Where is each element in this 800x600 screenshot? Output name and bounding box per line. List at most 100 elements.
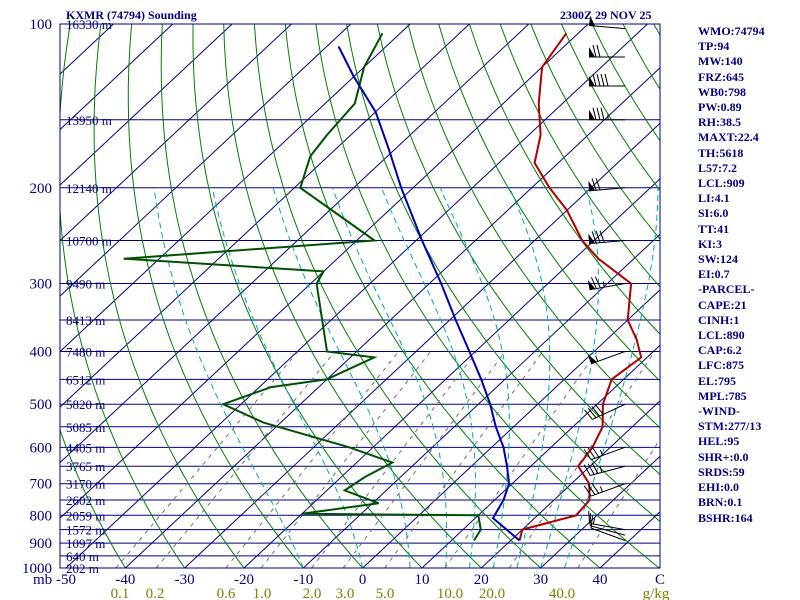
temperature-tick-label: -10 — [293, 572, 313, 588]
height-label: 4405 m — [66, 440, 105, 455]
index-item: EHI:0.0 — [698, 480, 740, 495]
wind-barb — [589, 15, 626, 30]
dry-adiabat — [376, 24, 660, 476]
index-item: SI:6.0 — [698, 206, 729, 221]
index-item: TP:94 — [698, 39, 730, 54]
wind-barb — [583, 446, 626, 461]
index-item: SRDS:59 — [698, 464, 745, 479]
background-lines — [60, 24, 800, 568]
index-item: MW:140 — [698, 54, 743, 69]
mixing-ratio-line — [577, 438, 660, 568]
isotherm-line — [243, 178, 660, 568]
index-item: HEL:95 — [698, 434, 740, 449]
index-item: LI:4.1 — [698, 191, 730, 206]
pressure-tick-label: 700 — [30, 477, 53, 493]
index-item: SHR+:0.0 — [698, 449, 749, 464]
pressure-tick-label: 900 — [30, 536, 53, 552]
mixing-ratio-tick-label: g/kg — [643, 586, 670, 600]
height-label: 10700 m — [66, 233, 112, 248]
mixing-ratio-tick-label: 2.0 — [303, 586, 322, 600]
moist-adiabat — [211, 187, 364, 568]
pressure-tick-label: 100 — [30, 17, 53, 33]
wind-barb — [590, 515, 626, 541]
height-label: 1097 m — [66, 536, 105, 551]
moist-adiabat — [153, 187, 304, 568]
isotherm-line — [65, 24, 648, 568]
isotherm-line — [60, 24, 174, 131]
mixing-ratio-tick-label: 5.0 — [376, 586, 395, 600]
index-item: WB0:798 — [698, 84, 746, 99]
dry-adiabat — [60, 24, 186, 568]
pressure-tick-label: 600 — [30, 440, 53, 456]
index-item: LCL:890 — [698, 328, 745, 343]
index-item: LFC:875 — [698, 358, 744, 373]
index-item: BSHR:164 — [698, 510, 753, 525]
dewpoint-trace — [123, 32, 482, 542]
wind-barb — [587, 276, 626, 291]
index-item: SW:124 — [698, 252, 739, 267]
isotherm-line — [124, 67, 660, 568]
height-label: 3765 m — [66, 459, 105, 474]
wind-barb — [583, 482, 626, 497]
isotherm-line — [60, 24, 411, 353]
dry-adiabat — [315, 24, 660, 568]
height-label: 2059 m — [66, 508, 105, 523]
dry-adiabat — [93, 24, 245, 568]
height-label: 12140 m — [66, 181, 112, 196]
wind-barb — [589, 44, 625, 58]
isotherm-line — [60, 24, 470, 408]
isotherm-line — [60, 24, 530, 464]
mixing-ratio-tick-label: 0.2 — [146, 586, 165, 600]
temperature-tick-label: -40 — [115, 572, 135, 588]
temperature-tick-label: 40 — [592, 572, 607, 588]
temperature-tick-label: C — [655, 572, 665, 588]
wind-barb — [587, 351, 626, 365]
index-item: L57:7.2 — [698, 160, 737, 175]
mixing-ratio-line — [260, 351, 432, 568]
height-label: 7480 m — [66, 345, 105, 360]
moist-adiabat — [540, 187, 599, 568]
dry-adiabat — [591, 24, 660, 142]
dry-adiabat — [60, 428, 126, 568]
wind-barb — [589, 73, 625, 87]
temperature-tick-label: 20 — [474, 572, 489, 588]
dry-adiabat — [192, 24, 423, 568]
temperature-tick-label: -30 — [175, 572, 195, 588]
height-label: 3170 m — [66, 477, 105, 492]
isotherm-line — [60, 24, 589, 519]
mixing-ratio-line — [342, 351, 506, 568]
height-label: 1572 m — [66, 523, 105, 538]
sounding-traces — [123, 32, 643, 542]
moist-adiabat — [332, 187, 448, 568]
dry-adiabat — [777, 24, 800, 568]
dry-adiabat — [127, 24, 304, 568]
index-item: BRN:0.1 — [698, 495, 743, 510]
index-item: KI:3 — [698, 236, 722, 251]
pressure-tick-label: 800 — [30, 508, 53, 524]
index-item: PW:0.89 — [698, 100, 742, 115]
height-label: 5820 m — [66, 397, 105, 412]
mixing-ratio-line — [508, 351, 656, 568]
moist-adiabat — [381, 187, 476, 568]
moist-adiabat — [563, 187, 659, 568]
mixing-ratio-tick-label: 3.0 — [336, 586, 355, 600]
mixing-ratio-tick-label: 0.1 — [111, 586, 130, 600]
moist-adiabat — [439, 187, 510, 568]
mixing-ratio-tick-label: 40.0 — [549, 586, 575, 600]
isotherm-line — [60, 24, 233, 186]
dry-adiabat — [160, 24, 363, 568]
height-label: 202 m — [66, 561, 99, 576]
index-item: TH:5618 — [698, 145, 744, 160]
wind-barb — [588, 178, 626, 192]
isotherm-line — [362, 289, 660, 568]
index-item: EI:0.7 — [698, 267, 730, 282]
isotherm-line — [540, 455, 660, 568]
sounding-datetime: 2300Z 29 NOV 25 — [560, 8, 652, 22]
mixing-ratio-tick-label: 0.6 — [217, 586, 236, 600]
index-item: FRZ:645 — [698, 69, 744, 84]
plot-frame — [59, 23, 661, 569]
wind-barb — [588, 230, 626, 245]
pressure-tick-label: 1000 — [22, 561, 52, 577]
height-label: 640 m — [66, 549, 99, 564]
